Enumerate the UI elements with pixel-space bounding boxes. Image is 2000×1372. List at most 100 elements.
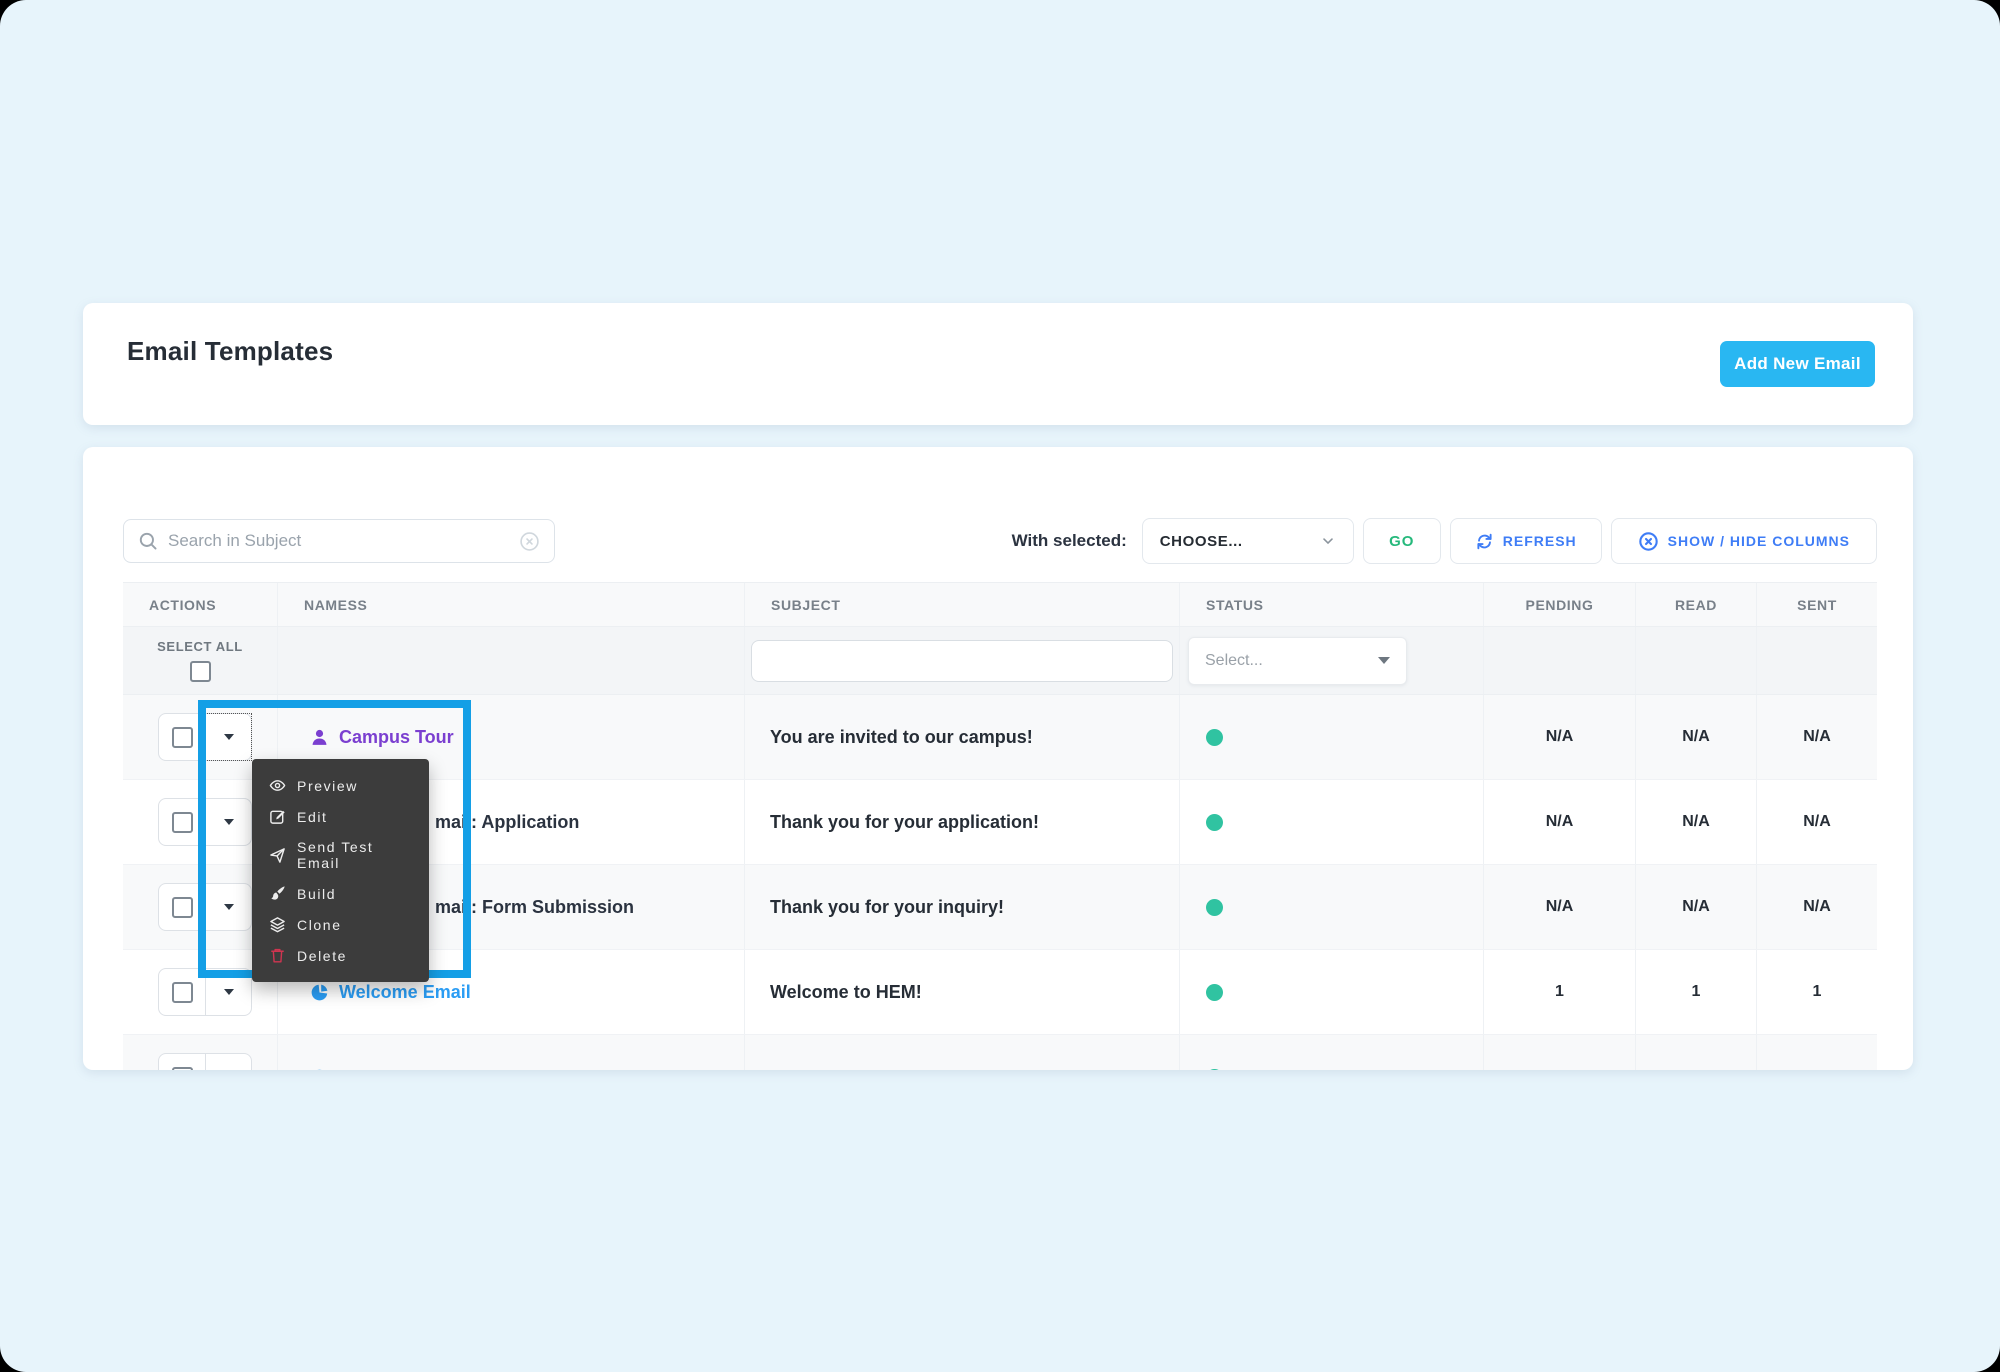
row-actions-dropdown-toggle[interactable] [205,1054,251,1070]
row-actions-dropdown-toggle[interactable] [205,799,251,845]
paper-plane-icon [269,847,286,864]
menu-item-clone[interactable]: Clone [252,909,429,940]
pending-value: N/A [1484,865,1636,949]
row-checkbox[interactable] [171,896,193,918]
page-title: Email Templates [127,336,334,366]
pending-value: 1 [1484,950,1636,1034]
row-actions-group [158,968,252,1016]
status-filter-placeholder: Select... [1205,651,1263,669]
status-dot [1206,728,1223,746]
row-actions-dropdown-toggle[interactable] [205,969,251,1015]
add-new-email-button[interactable]: Add New Email [1720,341,1875,387]
subject-text: You are invited to our campus! [770,726,1033,747]
pie-chart-icon [310,983,329,1002]
subject-filter-cell [745,627,1180,694]
row-checkbox[interactable] [171,726,193,748]
trash-icon [269,947,286,964]
row-actions-group [158,1053,252,1070]
column-header-sent: SENT [1797,596,1837,613]
with-selected-dropdown[interactable]: CHOOSE... [1141,518,1354,564]
template-name-link[interactable]: Campus Tour [310,727,454,748]
eye-icon [269,777,286,794]
subject-text: Thank you for your inquiry! [770,896,1005,917]
select-all-checkbox[interactable] [189,661,211,682]
row-checkbox-cell [159,969,205,1015]
page-header-card: Email Templates Add New Email [83,303,1913,425]
refresh-icon [1475,532,1494,551]
menu-item-build[interactable]: Build [252,878,429,909]
template-name-partial[interactable]: mail: Application [435,811,580,832]
search-input-wrapper [123,519,555,563]
read-value: N/A [1636,865,1757,949]
menu-item-preview[interactable]: Preview [252,770,429,801]
brush-icon [269,885,286,902]
select-all-label: SELECT ALL [157,639,243,654]
pending-value: N/A [1484,695,1636,779]
sent-value: N/A [1803,898,1831,915]
status-dot [1206,1068,1223,1070]
clear-search-icon[interactable] [519,531,540,552]
row-checkbox-cell [159,1054,205,1070]
status-filter-cell: Select... [1180,627,1484,694]
toolbar-actions: With selected: CHOOSE... GO REFRESH [1012,518,1877,564]
row-actions-group [158,713,252,761]
circle-x-icon [1638,531,1659,552]
table-row-partial [123,1035,1877,1070]
search-input[interactable] [168,531,519,551]
status-dot [1206,898,1223,916]
status-filter-select[interactable]: Select... [1188,636,1407,685]
menu-item-delete[interactable]: Delete [252,940,429,971]
show-hide-columns-label: SHOW / HIDE COLUMNS [1667,533,1850,549]
row-actions-dropdown-toggle[interactable] [205,884,251,930]
column-header-actions: ACTIONS [123,583,278,626]
show-hide-columns-button[interactable]: SHOW / HIDE COLUMNS [1610,518,1877,564]
menu-item-edit[interactable]: Edit [252,801,429,832]
subject-filter-input[interactable] [751,639,1173,682]
with-selected-label: With selected: [1011,531,1127,550]
table-filter-row: SELECT ALL Select... [123,627,1877,695]
subject-text: Thank you for your application! [770,811,1040,832]
row-checkbox-cell [159,714,205,760]
sent-value: N/A [1803,728,1831,745]
status-dot [1206,983,1223,1001]
template-name-link[interactable]: Welcome Email [310,982,471,1003]
sent-value: N/A [1803,813,1831,830]
read-value: N/A [1636,695,1757,779]
caret-down-icon [223,819,234,825]
caret-down-icon [223,989,234,995]
template-icon [310,1068,329,1070]
row-checkbox[interactable] [171,811,193,833]
go-button[interactable]: GO [1362,518,1441,564]
template-name-partial[interactable]: mail: Form Submission [435,896,635,917]
pending-value: N/A [1484,780,1636,864]
row-actions-dropdown-toggle[interactable] [204,713,252,761]
row-checkbox-cell [159,884,205,930]
column-header-status: STATUS [1180,583,1484,626]
menu-item-send-test-email[interactable]: Send Test Email [252,832,429,878]
layers-icon [269,916,286,933]
caret-down-icon [223,904,234,910]
row-actions-group [158,798,252,846]
row-actions-context-menu: Preview Edit Send Test Email Build Clone [252,759,429,982]
search-icon [138,531,158,551]
row-checkbox[interactable] [171,981,193,1003]
caret-down-icon [223,734,234,740]
row-checkbox[interactable] [171,1066,193,1070]
read-value: N/A [1636,780,1757,864]
read-value: 1 [1636,950,1757,1034]
person-icon [310,728,329,747]
refresh-button[interactable]: REFRESH [1449,518,1602,564]
table-header-row: ACTIONS NAMESS SUBJECT STATUS PENDING RE… [123,582,1877,627]
dropdown-arrow-icon [1378,657,1390,664]
names-filter-cell [278,627,745,694]
chevron-down-icon [1320,533,1336,549]
column-header-names: NAMESS [278,583,745,626]
row-checkbox-cell [159,799,205,845]
toolbar: With selected: CHOOSE... GO REFRESH [123,517,1877,565]
with-selected-dropdown-value: CHOOSE... [1159,532,1243,550]
refresh-button-label: REFRESH [1502,533,1577,549]
subject-text: Welcome to HEM! [770,981,922,1002]
row-actions-group [158,883,252,931]
edit-icon [269,808,286,825]
